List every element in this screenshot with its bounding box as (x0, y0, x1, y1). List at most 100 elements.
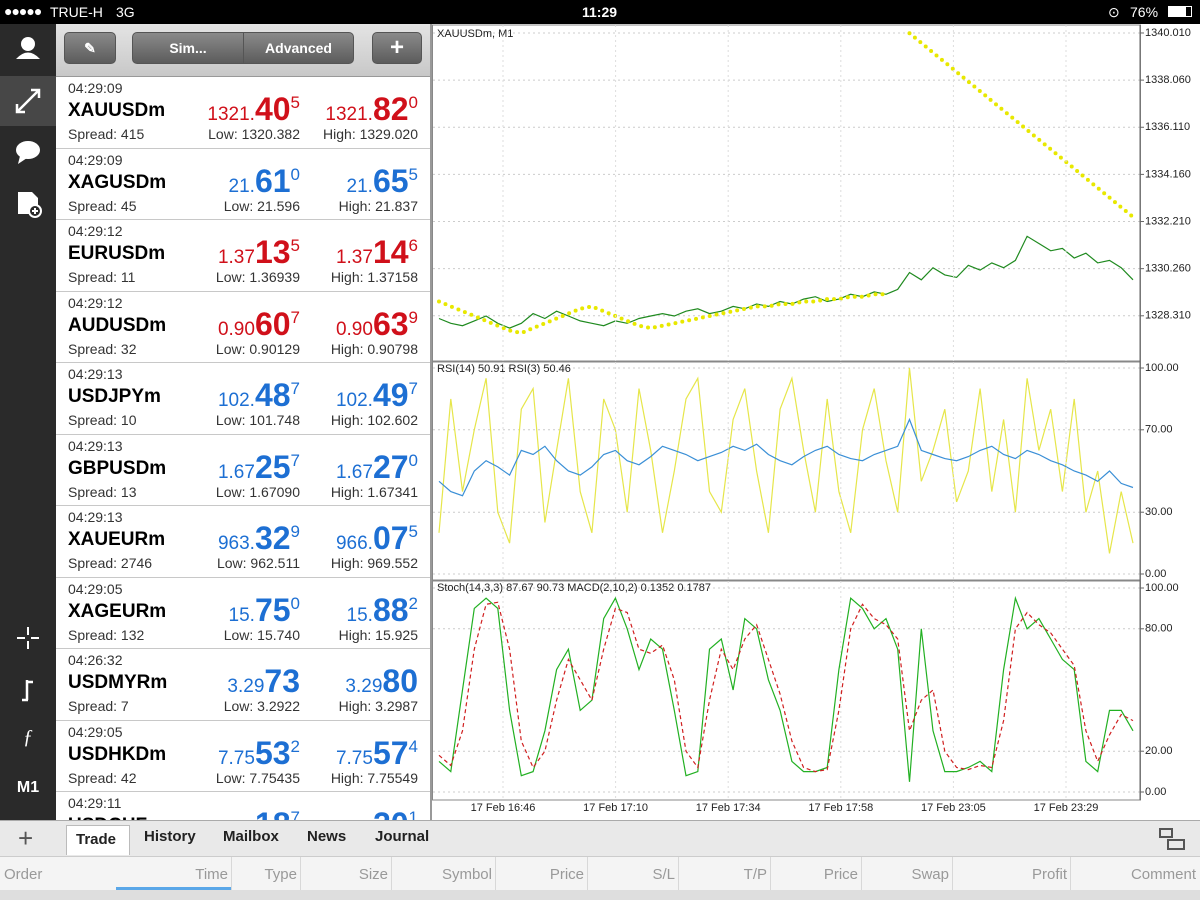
ask-price: 1.37146 (336, 234, 418, 271)
ask-sup: 0 (408, 450, 418, 470)
column-separator (861, 857, 862, 891)
add-tab-button[interactable]: + (18, 823, 34, 853)
quote-row[interactable]: 04:29:13 XAUEURm Spread: 2746 Low: 962.511 H… (56, 506, 430, 578)
bid-big: 25 (254, 448, 291, 485)
bid-sup: 7 (290, 379, 300, 398)
quote-row[interactable]: 04:29:12 EURUSDm Spread: 11 Low: 1.36939 Hig… (56, 220, 430, 292)
y-tick-label: 1340.010 (1145, 27, 1191, 39)
tab[interactable]: Journal (375, 828, 430, 845)
ask-price: 3.2980 (345, 663, 418, 700)
ask-pre: 21. (346, 175, 373, 197)
quote-low: Low: 15.740 (223, 626, 300, 643)
toolbar: ✎ Sim... Advanced + (56, 24, 430, 77)
quote-row[interactable]: 04:29:13 GBPUSDm Spread: 13 Low: 1.67090 Hig… (56, 435, 430, 506)
quote-high: High: 7.75549 (330, 769, 418, 786)
simple-view-button[interactable]: Sim... (132, 32, 244, 64)
column-separator (300, 857, 301, 891)
quote-row[interactable]: 04:29:11 USDCHFm 187 201 (56, 792, 430, 820)
quote-symbol: USDCHFm (68, 815, 164, 820)
ask-sup: 2 (408, 593, 418, 613)
rotation-lock: ⊙ (1108, 4, 1120, 20)
network: 3G (116, 4, 135, 20)
column-header-cell[interactable]: Size (358, 866, 388, 883)
quote-row[interactable]: 04:29:12 AUDUSDm Spread: 32 Low: 0.90129 Hig… (56, 292, 430, 363)
quote-symbol: XAGEURm (68, 600, 167, 622)
quote-high: High: 3.2987 (338, 698, 418, 714)
bid-sup: 9 (290, 522, 300, 541)
bid-price: 102.487 (218, 377, 300, 414)
quote-high: High: 15.925 (338, 626, 418, 643)
edit-button[interactable]: ✎ (64, 32, 116, 64)
column-header-cell[interactable]: Price (823, 866, 858, 883)
signal: ●●●●● (4, 3, 42, 19)
indicators-icon[interactable]: ƒ (23, 726, 33, 748)
column-header-cell[interactable]: Swap (911, 866, 949, 883)
quote-symbol: GBPUSDm (68, 457, 167, 479)
bid-price: 1.67257 (218, 449, 300, 486)
quote-row[interactable]: 04:29:09 XAGUSDm Spread: 45 Low: 21.596 High… (56, 149, 430, 220)
quotes-icon[interactable] (15, 88, 41, 114)
x-tick-label: 17 Feb 17:34 (696, 802, 761, 814)
column-header-cell[interactable]: Comment (1130, 866, 1196, 883)
ask-big: 14 (372, 234, 409, 270)
quote-row[interactable]: 04:29:13 USDJPYm Spread: 10 Low: 101.748 Hig… (56, 363, 430, 435)
tab[interactable]: Trade (76, 831, 117, 848)
column-header: Order Time Type Size Symbol Price S/L T/P Price S… (0, 856, 1200, 892)
status-bar: ●●●●● TRUE-H 3G 11:29 ⊙ 76% (0, 0, 1200, 24)
y-tick-label: 1328.310 (1145, 310, 1191, 322)
quote-row[interactable]: 04:29:05 USDHKDm Spread: 42 Low: 7.75435 Hig… (56, 721, 430, 792)
tab[interactable]: Mailbox (223, 828, 279, 845)
bid-price: 963.329 (218, 520, 300, 557)
sidebar: ƒ M1 (0, 24, 56, 820)
column-header-cell[interactable]: Profit (1031, 866, 1067, 883)
bid-big: 18 (255, 806, 291, 820)
battery-level: 76% (1130, 4, 1159, 20)
layout-icon[interactable] (1158, 827, 1186, 851)
ask-pre: 966. (335, 533, 373, 554)
quote-low: Low: 21.596 (223, 197, 300, 214)
crosshair-icon[interactable] (17, 627, 39, 649)
quote-high: High: 102.602 (330, 412, 418, 428)
bid-pre: 1.67 (217, 461, 255, 483)
column-header-cell[interactable]: Symbol (441, 866, 492, 883)
column-header-cell[interactable]: Order (4, 866, 43, 883)
bid-big: 61 (254, 162, 291, 199)
quote-high: High: 0.90798 (330, 340, 418, 357)
bid-price: 1321.405 (207, 91, 300, 128)
quote-low: Low: 3.2922 (223, 698, 300, 714)
quote-symbol: USDJPYm (68, 386, 161, 407)
footer (0, 890, 1200, 900)
quote-row[interactable]: 04:29:05 XAGEURm Spread: 132 Low: 15.740 Hig… (56, 578, 430, 649)
column-separator (391, 857, 392, 891)
quote-row[interactable]: 04:29:09 XAUUSDm Spread: 415 Low: 1320.382 H… (56, 77, 430, 149)
tab[interactable]: News (307, 828, 347, 845)
ask-pre: 0.90 (335, 318, 373, 340)
quote-high: High: 1.67341 (330, 483, 418, 500)
column-header-cell[interactable]: T/P (743, 866, 767, 883)
new-order-icon[interactable] (18, 192, 42, 218)
chart-area: 1340.010 1338.060 1336.110 1334.160 1332.210… (432, 24, 1200, 820)
tab[interactable]: History (144, 828, 196, 845)
bid-big: 48 (254, 377, 291, 413)
account-icon[interactable] (16, 37, 40, 59)
y-tick-label: 100.00 (1145, 362, 1179, 374)
column-header-cell[interactable]: Type (264, 866, 297, 883)
bid-pre: 7.75 (217, 747, 255, 769)
timeframe[interactable]: M1 (17, 779, 39, 796)
y-tick-label: 80.00 (1145, 623, 1173, 635)
quote-spread: Spread: 45 (68, 197, 137, 214)
chat-icon[interactable] (16, 141, 40, 164)
column-header-cell[interactable]: S/L (652, 866, 675, 883)
column-separator (587, 857, 588, 891)
column-header-cell[interactable]: Price (549, 866, 584, 883)
ask-big: 27 (372, 448, 409, 485)
chart-type-icon[interactable] (22, 680, 33, 702)
advanced-view-button[interactable]: Advanced (243, 32, 354, 64)
quote-high: High: 21.837 (338, 197, 418, 214)
add-button[interactable]: + (372, 32, 422, 64)
quote-spread: Spread: 2746 (68, 555, 153, 571)
quote-row[interactable]: 04:26:32 USDMYRm Spread: 7 Low: 3.2922 High:… (56, 649, 430, 721)
sort-indicator (116, 887, 232, 890)
column-header-cell[interactable]: Time (195, 866, 228, 883)
quote-symbol: EURUSDm (68, 243, 166, 264)
